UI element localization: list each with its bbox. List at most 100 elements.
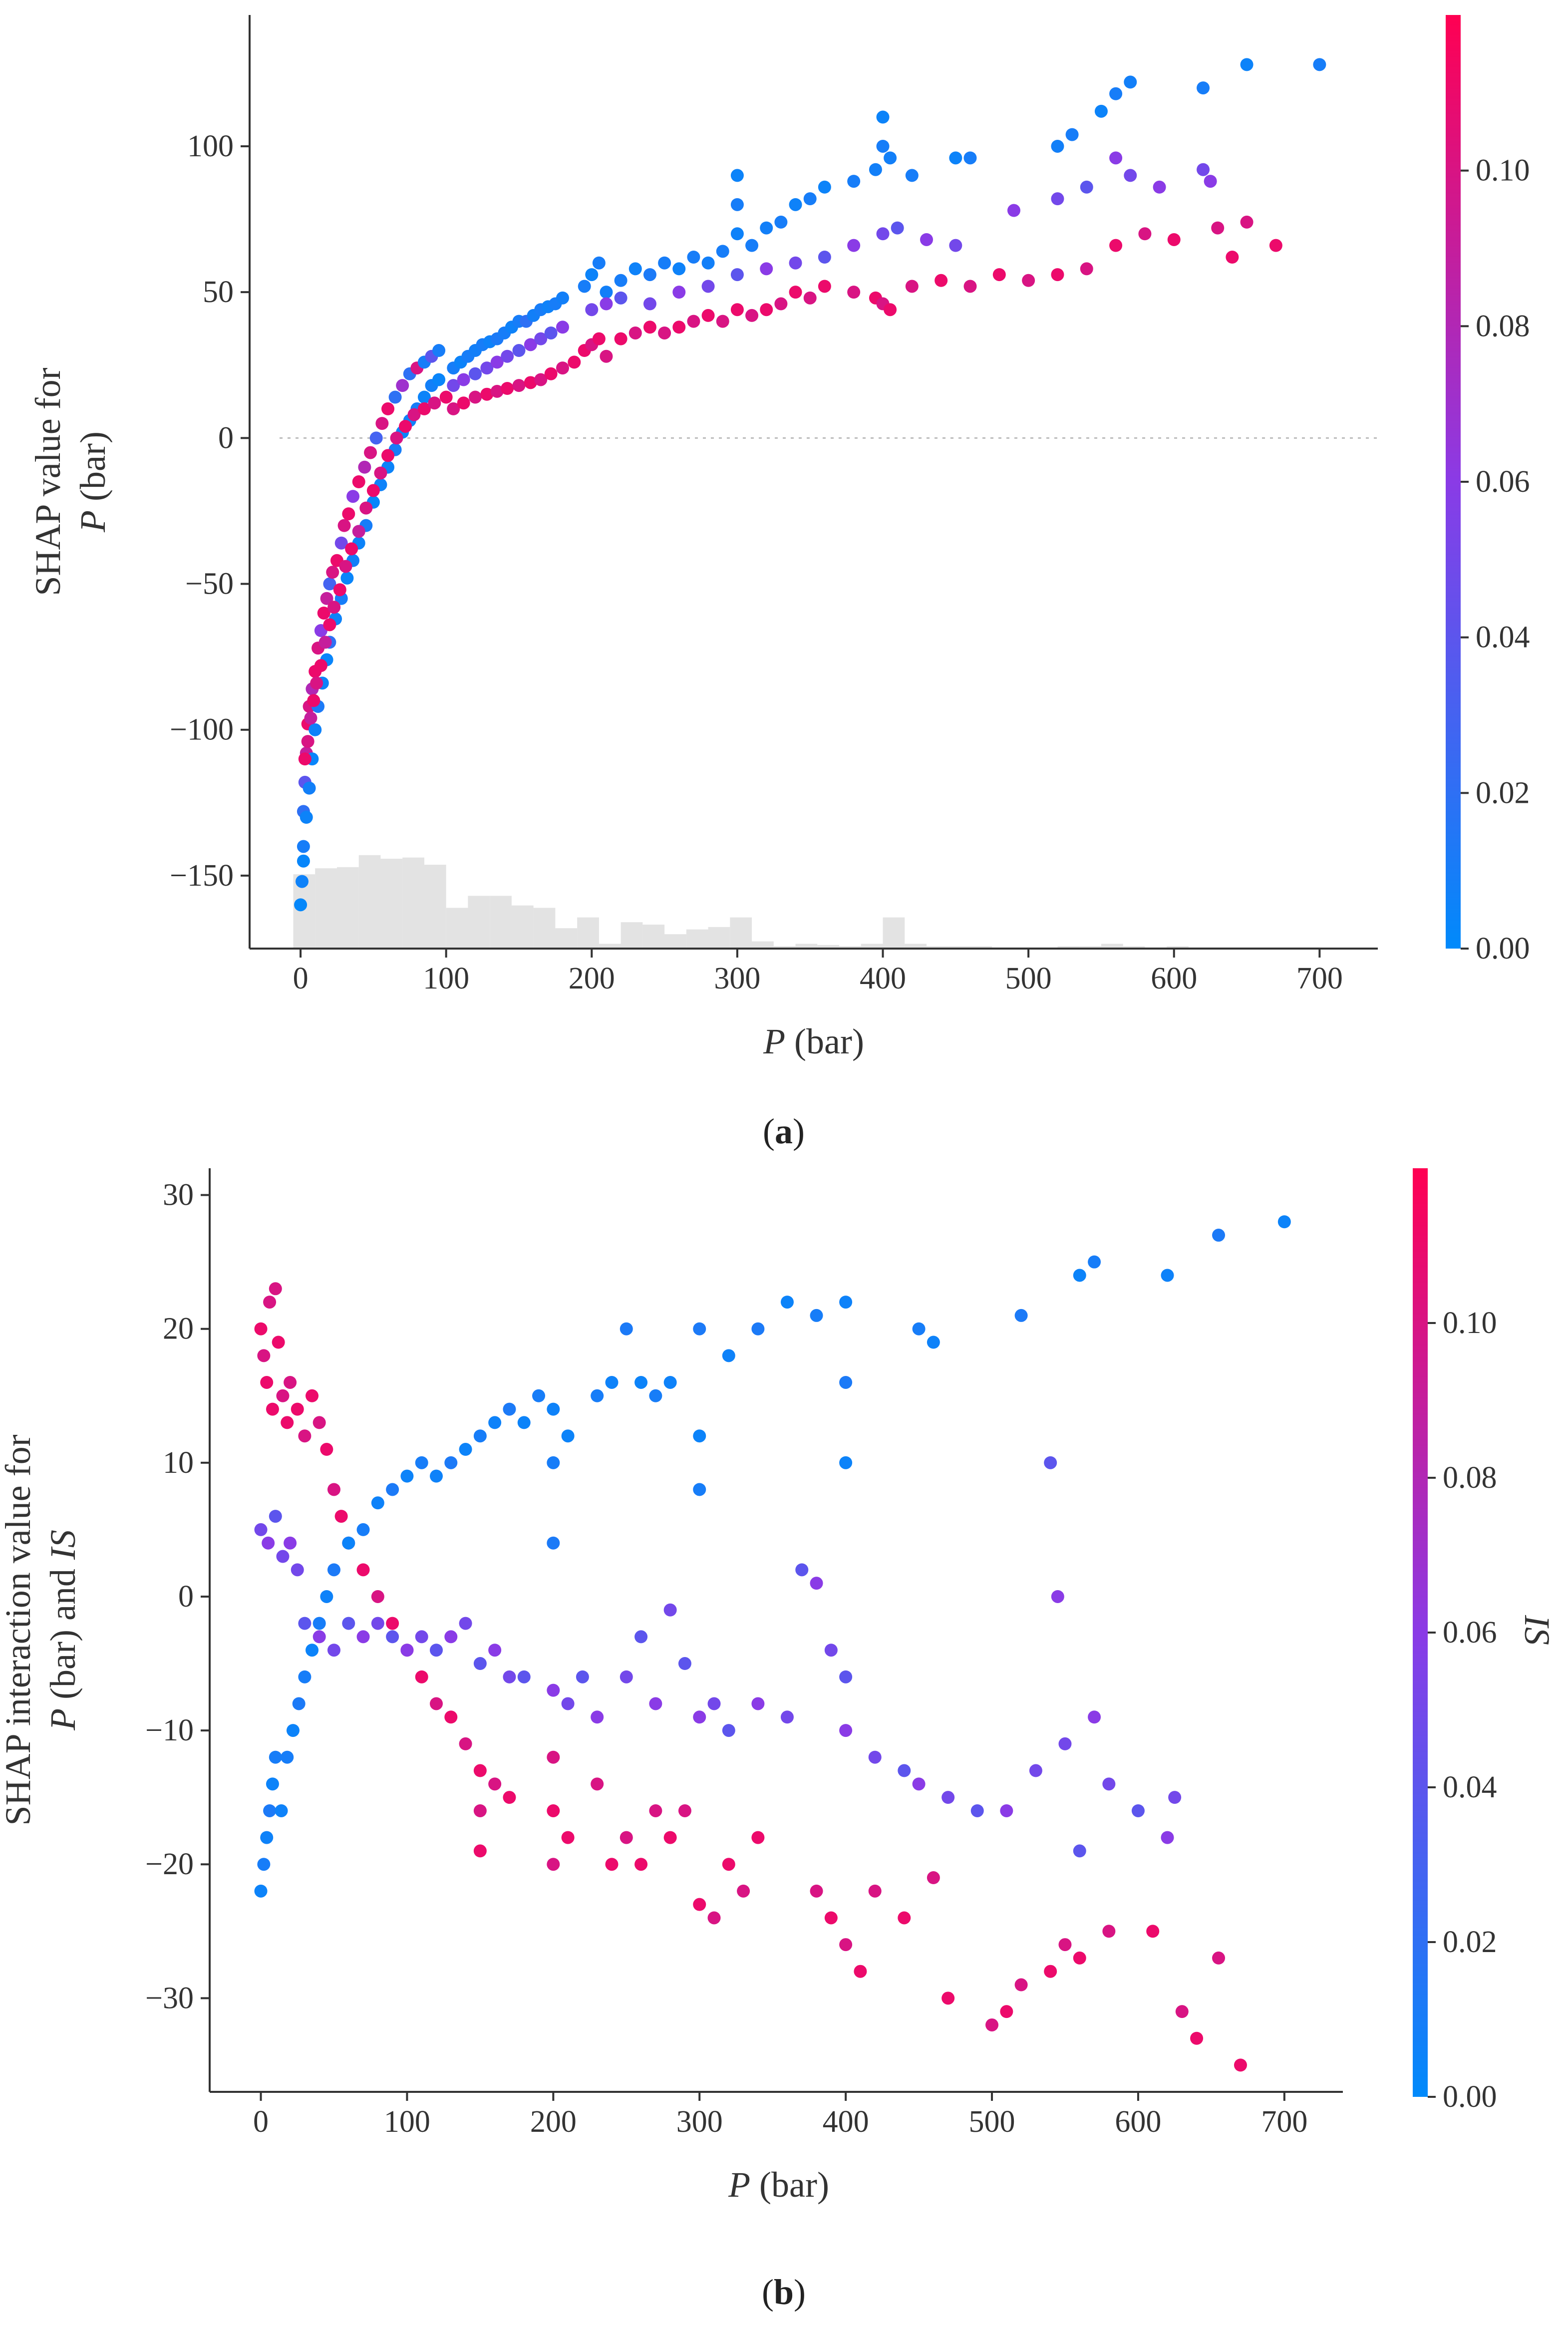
scatter-point bbox=[263, 1804, 277, 1817]
histogram-bar bbox=[752, 941, 774, 949]
scatter-point bbox=[390, 431, 403, 445]
scatter-point bbox=[359, 501, 373, 515]
scatter-point bbox=[992, 268, 1006, 282]
scatter-point bbox=[658, 326, 671, 339]
scatter-point bbox=[745, 309, 759, 322]
scatter-point bbox=[1029, 1764, 1042, 1777]
y-tick-label: 10 bbox=[163, 1446, 194, 1480]
scatter-point bbox=[432, 373, 446, 386]
scatter-point bbox=[269, 1750, 282, 1764]
scatter-point bbox=[1014, 1309, 1028, 1322]
scatter-point bbox=[1022, 274, 1035, 287]
scatter-point bbox=[1102, 1777, 1116, 1791]
scatter-point bbox=[810, 1577, 823, 1590]
scatter-point bbox=[309, 723, 322, 736]
colorbar-tick-label: 0.10 bbox=[1443, 1306, 1497, 1340]
scatter-point bbox=[687, 315, 700, 328]
scatter-point bbox=[415, 1630, 428, 1644]
histogram-bar bbox=[424, 865, 446, 949]
x-tick-label: 400 bbox=[860, 962, 906, 996]
panel-a-colorbar-ticks: 0.00 0.02 0.04 0.06 0.08 0.10 bbox=[1461, 154, 1530, 966]
scatter-point bbox=[854, 1965, 867, 1978]
scatter-point bbox=[605, 1375, 619, 1389]
scatter-point bbox=[591, 1710, 604, 1724]
scatter-point bbox=[345, 542, 358, 556]
scatter-point bbox=[687, 251, 700, 264]
colorbar-tick-label: 0.02 bbox=[1443, 1925, 1497, 1959]
y-tick-label: 50 bbox=[203, 275, 234, 309]
scatter-point bbox=[876, 110, 890, 124]
scatter-point bbox=[306, 1389, 319, 1402]
scatter-point bbox=[298, 1429, 312, 1443]
scatter-point bbox=[810, 1884, 823, 1898]
scatter-point bbox=[327, 601, 341, 614]
scatter-point bbox=[1000, 2005, 1013, 2018]
scatter-point bbox=[417, 390, 431, 404]
scatter-point bbox=[284, 1375, 297, 1389]
scatter-point bbox=[1211, 221, 1225, 235]
scatter-point bbox=[473, 1844, 487, 1858]
scatter-point bbox=[547, 1683, 560, 1697]
scatter-point bbox=[314, 659, 327, 672]
scatter-point bbox=[600, 297, 613, 311]
scatter-point bbox=[1000, 1804, 1013, 1817]
histogram-bar bbox=[927, 946, 948, 949]
panel-b-colorbar bbox=[1413, 1168, 1428, 2097]
scatter-point bbox=[941, 1992, 955, 2005]
scatter-point bbox=[320, 592, 333, 605]
scatter-point bbox=[480, 387, 494, 401]
scatter-point bbox=[716, 315, 729, 328]
scatter-point bbox=[1124, 75, 1137, 89]
histogram-bar bbox=[490, 896, 512, 949]
scatter-point bbox=[1044, 1456, 1057, 1469]
scatter-point bbox=[326, 566, 339, 579]
scatter-point bbox=[1277, 1215, 1291, 1229]
scatter-point bbox=[356, 1523, 370, 1536]
scatter-point bbox=[1073, 1269, 1086, 1282]
scatter-point bbox=[561, 1429, 575, 1443]
histogram-bar bbox=[577, 917, 599, 949]
panel-b-y-axis-label-line2: P (bar) and IS bbox=[43, 1530, 83, 1731]
scatter-point bbox=[1088, 1255, 1101, 1269]
scatter-point bbox=[556, 291, 569, 305]
scatter-point bbox=[444, 1456, 458, 1469]
scatter-point bbox=[985, 2018, 999, 2031]
scatter-point bbox=[512, 344, 526, 357]
scatter-point bbox=[789, 198, 802, 211]
scatter-point bbox=[803, 291, 817, 305]
scatter-point bbox=[1051, 268, 1064, 282]
scatter-point bbox=[722, 1349, 735, 1362]
panel-a-y-axis-label-line1: SHAP value for bbox=[28, 367, 68, 596]
x-tick-label: 100 bbox=[384, 2105, 430, 2139]
scatter-point bbox=[963, 280, 977, 293]
scatter-point bbox=[276, 1550, 290, 1563]
scatter-point bbox=[386, 1630, 399, 1644]
scatter-point bbox=[374, 466, 387, 480]
scatter-point bbox=[847, 239, 861, 252]
scatter-point bbox=[399, 419, 412, 433]
scatter-point bbox=[371, 1617, 384, 1630]
scatter-point bbox=[444, 1710, 458, 1724]
scatter-point bbox=[306, 1644, 319, 1657]
panel-a-histogram bbox=[293, 855, 1320, 949]
panel-a-x-axis-label: P (bar) bbox=[763, 1021, 864, 1061]
scatter-point bbox=[301, 735, 314, 748]
scatter-point bbox=[774, 297, 788, 311]
scatter-point bbox=[905, 280, 919, 293]
scatter-point bbox=[517, 1670, 531, 1683]
scatter-point bbox=[459, 1443, 472, 1456]
scatter-point bbox=[693, 1483, 706, 1496]
panel-a-y-axis-label-line2: P (bar) bbox=[73, 431, 113, 533]
scatter-point bbox=[876, 227, 890, 241]
colorbar-tick-label: 0.06 bbox=[1476, 465, 1530, 499]
scatter-point bbox=[501, 382, 514, 395]
scatter-point bbox=[556, 361, 569, 375]
scatter-point bbox=[447, 379, 460, 392]
scatter-point bbox=[760, 262, 773, 276]
scatter-point bbox=[254, 1884, 268, 1898]
scatter-point bbox=[375, 417, 389, 430]
scatter-point bbox=[286, 1724, 300, 1737]
scatter-point bbox=[459, 1617, 472, 1630]
scatter-point bbox=[1197, 163, 1210, 176]
scatter-point bbox=[628, 262, 642, 276]
